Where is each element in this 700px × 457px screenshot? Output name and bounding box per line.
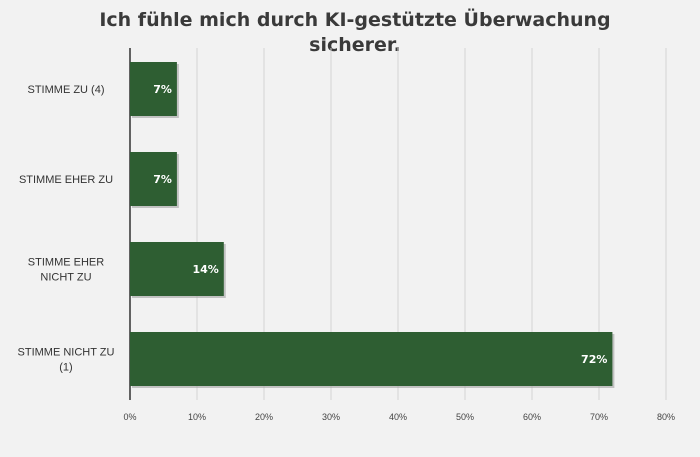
category-label: STIMME ZU (4)	[28, 84, 105, 96]
category-label: STIMME EHER	[28, 257, 104, 269]
x-tick-label: 70%	[590, 412, 608, 422]
category-label: STIMME EHER ZU	[19, 174, 113, 186]
bar-value-label: 14%	[192, 263, 218, 276]
x-tick-label: 0%	[123, 412, 136, 422]
bar-value-label: 72%	[581, 353, 607, 366]
x-tick-label: 60%	[523, 412, 541, 422]
bar	[130, 152, 177, 206]
bar	[130, 62, 177, 116]
category-label: (1)	[59, 362, 72, 374]
x-tick-label: 20%	[255, 412, 273, 422]
bar-value-label: 7%	[153, 83, 172, 96]
bar	[130, 332, 613, 386]
x-tick-label: 10%	[188, 412, 206, 422]
chart-title-line-1: Ich fühle mich durch KI-gestützte Überwa…	[99, 7, 610, 31]
x-tick-label: 50%	[456, 412, 474, 422]
category-label: STIMME NICHT ZU	[18, 347, 115, 359]
x-tick-label: 40%	[389, 412, 407, 422]
bar-value-label: 7%	[153, 173, 172, 186]
bar	[130, 242, 224, 296]
x-tick-label: 30%	[322, 412, 340, 422]
chart-title-line-2: sicherer.	[309, 34, 401, 56]
x-tick-label: 80%	[657, 412, 675, 422]
category-label: NICHT ZU	[40, 272, 91, 284]
